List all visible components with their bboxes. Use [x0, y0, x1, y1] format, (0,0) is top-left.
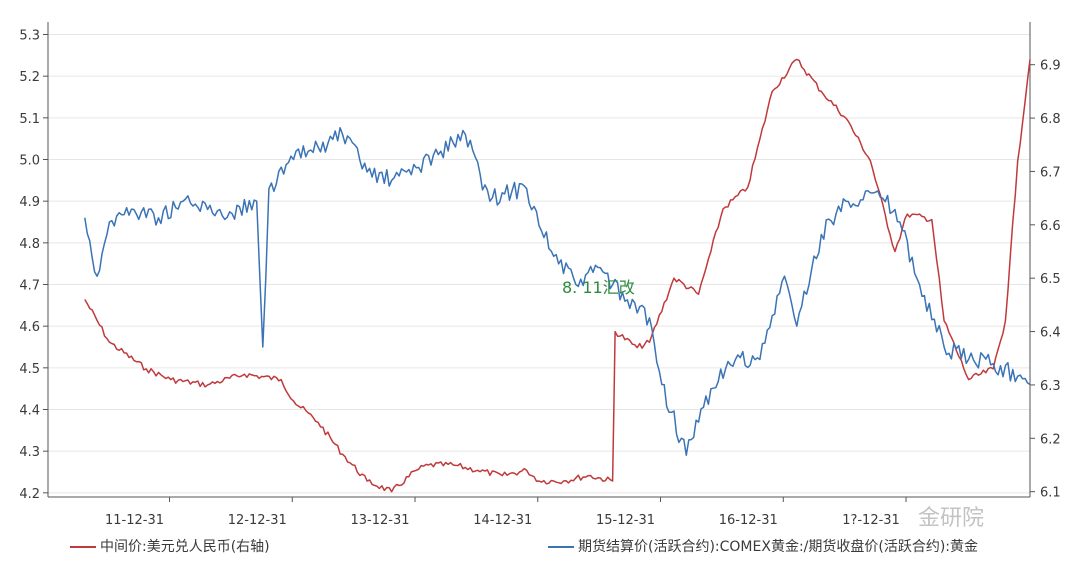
right-tick-label-8: 6.9	[1040, 59, 1061, 74]
x-tick-label-5: 16-12-31	[719, 513, 778, 528]
left-tick-label-8: 5.0	[19, 154, 40, 169]
right-tick-label-1: 6.2	[1040, 432, 1061, 447]
x-tick-label-1: 12-12-31	[228, 513, 287, 528]
left-tick-label-6: 4.8	[19, 237, 40, 252]
x-tick-label-4: 15-12-31	[596, 513, 655, 528]
legend-item-rmb: 中间价:美元兑人民币(右轴)	[70, 536, 270, 556]
x-tick-label-0: 11-12-31	[105, 513, 164, 528]
series-group	[84, 58, 1031, 493]
watermark-logo: 金研院	[918, 500, 984, 532]
left-tick-label-5: 4.7	[19, 279, 40, 294]
right-tick-label-6: 6.7	[1040, 165, 1061, 180]
annotation-label: 8. 11汇改	[562, 278, 635, 297]
axes	[47, 22, 1031, 498]
left-tick-label-0: 4.2	[19, 487, 40, 502]
legend-swatch-red	[70, 546, 96, 548]
left-tick-label-3: 4.5	[19, 362, 40, 377]
right-tick-label-7: 6.8	[1040, 112, 1061, 127]
left-tick-label-1: 4.3	[19, 445, 40, 460]
left-tick-label-9: 5.1	[19, 112, 40, 127]
right-tick-label-5: 6.6	[1040, 219, 1061, 234]
series-line-0	[84, 58, 1031, 493]
x-tick-label-2: 13-12-31	[351, 513, 410, 528]
right-axis-ticks: 6.1 6.2 6.3 6.4 6.5 6.6 6.7 6.8 6.9	[1030, 59, 1061, 501]
left-tick-label-10: 5.2	[19, 70, 40, 85]
legend-swatch-blue	[548, 546, 574, 548]
left-axis-ticks: 4.2 4.3 4.4 4.5 4.6 4.7 4.8 4.9 5.0 5.1 5.2 5.3	[19, 29, 48, 502]
legend-item-gold: 期货结算价(活跃合约):COMEX黄金:/期货收盘价(活跃合约):黄金	[548, 536, 978, 556]
watermark-text: 金研院	[918, 506, 985, 531]
legend-label-gold: 期货结算价(活跃合约):COMEX黄金:/期货收盘价(活跃合约):黄金	[578, 539, 979, 555]
left-tick-label-7: 4.9	[19, 195, 40, 210]
left-tick-label-2: 4.4	[19, 404, 40, 419]
left-tick-label-11: 5.3	[19, 29, 40, 44]
right-tick-label-0: 6.1	[1040, 486, 1061, 501]
grid-lines	[48, 34, 1030, 494]
x-axis-ticks: 11-12-31 12-12-31 13-12-31 14-12-31 15-12-31…	[105, 497, 907, 528]
series-line-1	[84, 126, 1031, 457]
legend-label-rmb: 中间价:美元兑人民币(右轴)	[100, 539, 270, 555]
x-tick-label-6: 1?-12-31	[842, 513, 900, 528]
left-tick-label-4: 4.6	[19, 320, 40, 335]
x-tick-label-3: 14-12-31	[473, 513, 532, 528]
right-tick-label-3: 6.4	[1040, 326, 1061, 341]
right-tick-label-2: 6.3	[1040, 379, 1061, 394]
right-tick-label-4: 6.5	[1040, 272, 1061, 287]
